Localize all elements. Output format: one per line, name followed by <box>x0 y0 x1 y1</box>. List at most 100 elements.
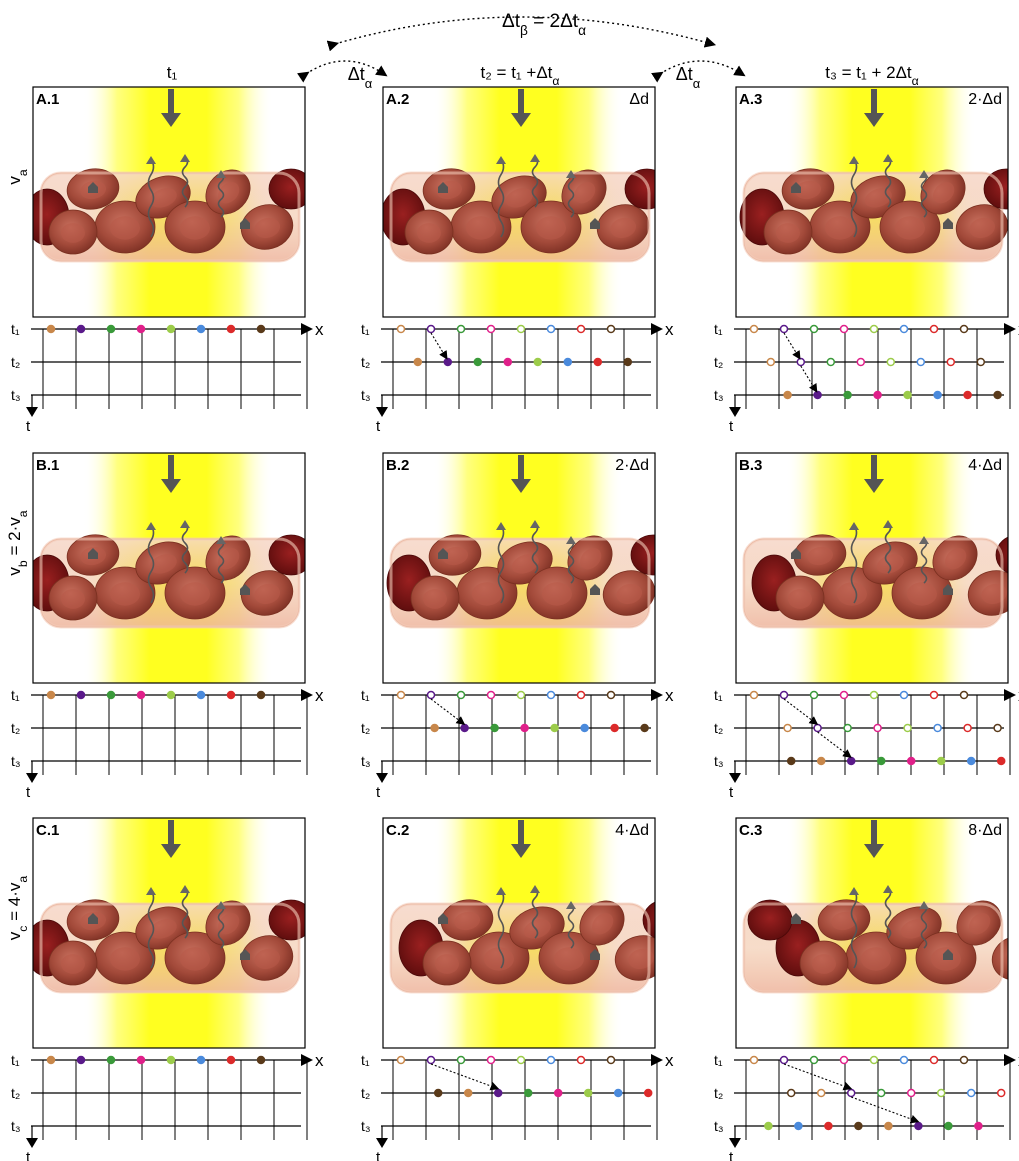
column-title-3: t₃ = t₁ + 2Δtα <box>825 63 918 88</box>
marker-t1 <box>546 324 556 334</box>
marker-t2 <box>916 357 926 367</box>
red-blood-cell <box>240 935 294 981</box>
fluorophore-icon <box>438 182 448 193</box>
red-blood-cell <box>268 168 305 210</box>
t-axis-label: t <box>26 1149 31 1161</box>
vessel-outline <box>742 902 1004 994</box>
emission-wave-head <box>849 522 859 530</box>
marker-t2 <box>783 723 792 733</box>
emission-wave-head <box>180 520 190 528</box>
delta-t-alpha-label-2: Δtα <box>676 64 701 91</box>
marker-t3 <box>816 756 826 766</box>
marker-t2 <box>643 1088 653 1098</box>
marker-t2 <box>796 357 806 367</box>
timeline-row-label: t₃ <box>714 1118 724 1134</box>
panels-layer: va A.1 t₁ t₂ t₃ x t A.2 Δd t₁ t₂ t₃ x t A.3 2·Δd t₁ t₂ t₃ x… <box>5 86 1019 1161</box>
emission-wave <box>531 887 539 939</box>
marker-t1 <box>869 324 879 334</box>
marker-t1 <box>76 324 86 334</box>
emission-wave <box>217 903 225 949</box>
emission-wave-head <box>496 156 506 164</box>
timeline-A.1: t₁ t₂ t₃ x t <box>11 320 324 435</box>
marker-t1 <box>899 1055 909 1065</box>
marker-t1 <box>426 324 436 334</box>
panel-illustration-A.3 <box>739 87 1008 317</box>
marker-t1 <box>779 690 789 700</box>
red-blood-cell <box>94 200 156 254</box>
fluorophore-icon <box>943 949 953 960</box>
displacement-arrow <box>783 1063 853 1091</box>
red-blood-cell <box>879 200 941 254</box>
fluorophore-icon <box>88 182 98 193</box>
marker-t1 <box>46 690 56 700</box>
emission-wave-head <box>919 901 929 909</box>
emission-wave-head <box>180 885 190 893</box>
red-blood-cell <box>602 570 655 616</box>
timeline-row-label: t₂ <box>11 720 20 736</box>
displacement-arrow <box>783 332 801 360</box>
marker-t2 <box>523 1088 533 1098</box>
marker-t3 <box>854 1121 863 1131</box>
marker-t1 <box>76 1055 86 1065</box>
panel-C.1: C.1 t₁ t₂ t₃ x t <box>11 817 324 1161</box>
panel-B.1: B.1 t₁ t₂ t₃ x t <box>11 452 324 801</box>
panel-A.1: A.1 t₁ t₂ t₃ x t <box>11 86 324 435</box>
t-axis-label: t <box>26 784 31 801</box>
fluorophore-icon <box>88 913 98 924</box>
marker-t1 <box>959 324 969 334</box>
panel-frame <box>32 452 306 684</box>
t-axis-arrowhead <box>26 1138 38 1148</box>
displacement-arrow <box>783 698 819 725</box>
speed-text-C: vc = 4·va <box>5 876 30 941</box>
marker-t2 <box>946 357 956 367</box>
timeline-row-label: t₁ <box>714 687 723 703</box>
panel-B.2: B.2 2·Δd t₁ t₂ t₃ x t <box>361 452 674 801</box>
marker-t1 <box>196 324 206 334</box>
marker-t1 <box>779 1055 789 1065</box>
marker-t1 <box>486 324 496 334</box>
delta-t-alpha-arc-2 <box>651 60 746 83</box>
marker-t2 <box>490 723 499 733</box>
red-blood-cell <box>48 940 98 986</box>
red-blood-cell <box>440 899 494 941</box>
timeline-row-label: t₃ <box>714 753 724 769</box>
displacement-arrow <box>430 698 466 725</box>
fluorophore-icon <box>438 548 448 559</box>
marker-t1 <box>606 324 616 334</box>
marker-t1 <box>196 690 206 700</box>
emission-wave <box>181 156 189 208</box>
panel-illustration-A.1 <box>33 87 305 317</box>
marker-t3 <box>966 756 976 766</box>
marker-t1 <box>749 690 759 700</box>
marker-t2 <box>996 1088 1006 1098</box>
marker-t3 <box>876 756 886 766</box>
marker-t1 <box>576 324 586 334</box>
displacement-label: 4·Δd <box>615 822 649 839</box>
fluorophore-icon <box>791 182 801 193</box>
red-blood-cell <box>456 566 518 620</box>
marker-t3 <box>996 756 1006 766</box>
timeline-row-label: t₁ <box>361 1052 370 1068</box>
panel-illustration-B.2 <box>386 453 655 683</box>
emission-wave-head <box>566 170 576 178</box>
panel-C.2: C.2 4·Δd t₁ t₂ t₃ x t <box>361 817 674 1161</box>
panel-illustration-A.2 <box>383 87 655 317</box>
panel-tag: C.2 <box>386 822 409 839</box>
marker-t3 <box>764 1121 773 1131</box>
marker-t1 <box>196 1055 206 1065</box>
marker-t1 <box>809 324 819 334</box>
marker-t2 <box>873 723 882 733</box>
timeline-row-label: t₂ <box>361 720 370 736</box>
header-layer: Δtβ = 2Δtα Δtα Δtα t₁ t₂ = t₁ +Δtα t₃ = t₁ + … <box>167 11 919 91</box>
red-blood-cell <box>956 900 1002 946</box>
marker-t2 <box>563 357 573 367</box>
red-blood-cell <box>567 535 613 581</box>
marker-t2 <box>463 1088 473 1098</box>
fluorophore-icon <box>791 913 801 924</box>
excitation-arrow-shaft <box>518 820 524 846</box>
marker-t1 <box>486 690 496 700</box>
displacement-arrow <box>817 731 852 758</box>
t-axis-arrowhead <box>376 1138 388 1148</box>
fluorophore-icon <box>240 218 250 229</box>
